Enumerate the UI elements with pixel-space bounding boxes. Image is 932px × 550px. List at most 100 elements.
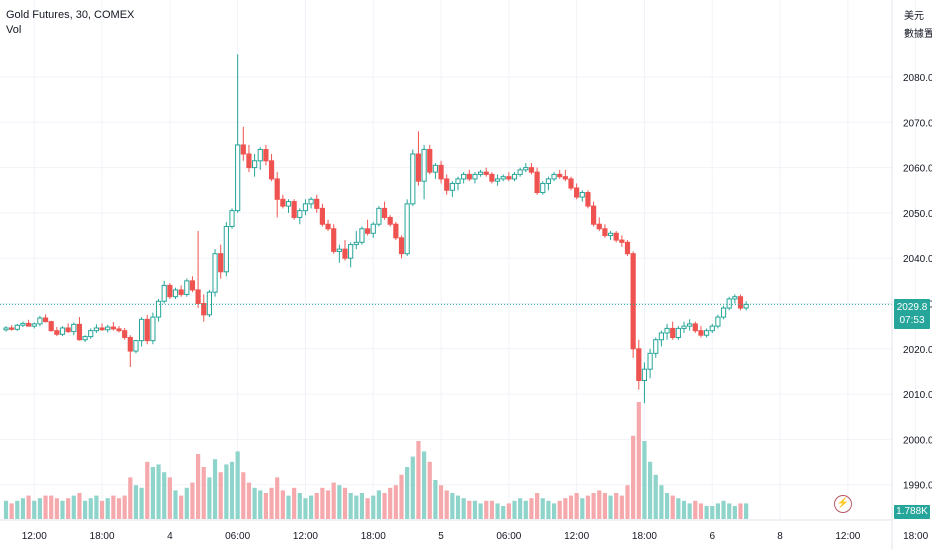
- volume-bar: [738, 503, 743, 519]
- candle-body: [478, 171, 484, 175]
- candle-body: [551, 173, 557, 180]
- candle-body: [297, 210, 303, 218]
- currency-label: 美元: [904, 11, 924, 22]
- candle-body: [274, 178, 280, 200]
- candle-body: [150, 316, 156, 342]
- candle-body: [285, 201, 292, 207]
- volume-bar: [614, 493, 619, 519]
- candle-body: [410, 153, 416, 205]
- lightning-icon[interactable]: ⚡: [834, 495, 852, 513]
- candle-body: [331, 228, 337, 252]
- candle-body: [14, 324, 20, 330]
- candle-body: [218, 253, 224, 273]
- volume-bar: [535, 493, 540, 519]
- price-tick-label: 2020.0: [903, 345, 932, 356]
- time-axis[interactable]: 12:00 18:00 4 06:00 12:00 18:00 5 06:00 12:00 18:…: [0, 519, 929, 542]
- candle-body: [353, 241, 359, 246]
- candle-body: [20, 322, 26, 326]
- symbol-title[interactable]: Gold Futures, 30, COMEX: [6, 9, 135, 21]
- volume-bar: [359, 493, 365, 519]
- candle-body: [427, 148, 433, 173]
- volume-bar: [546, 500, 551, 519]
- candle-body: [139, 318, 145, 342]
- volume-bar: [133, 485, 139, 519]
- volume-bar: [444, 490, 449, 519]
- time-tick-label: 18:00: [903, 531, 928, 542]
- candle-body: [93, 327, 100, 332]
- candle-body: [585, 192, 591, 207]
- price-tick-label: 2080.0: [903, 73, 932, 84]
- volume-bar: [744, 503, 749, 519]
- candle-body: [653, 339, 659, 354]
- candle-body: [387, 216, 393, 225]
- volume-bar: [388, 487, 393, 519]
- candle-body: [511, 173, 518, 180]
- price-tick-label: 2070.0: [903, 118, 932, 129]
- volume-bar: [399, 474, 404, 519]
- candle-body: [562, 176, 568, 180]
- candle-body: [133, 340, 139, 352]
- candle-body: [568, 178, 574, 189]
- volume-bar: [472, 500, 478, 519]
- volume-bar: [122, 495, 127, 519]
- volume-bar: [382, 493, 387, 519]
- candle-body: [461, 173, 467, 180]
- volume-bar: [693, 500, 698, 519]
- volume-bar: [20, 498, 26, 519]
- volume-bar: [173, 490, 178, 519]
- price-tick-label: 2000.0: [903, 435, 932, 446]
- candle-body: [314, 198, 320, 209]
- volume-bar: [88, 498, 93, 519]
- candle-body: [235, 144, 241, 212]
- candle-body: [472, 173, 478, 180]
- volume-bar: [331, 482, 336, 519]
- candle-body: [658, 332, 664, 341]
- candle-body: [155, 300, 162, 318]
- volume-bar: [405, 467, 410, 519]
- candle-body: [252, 160, 258, 169]
- volume-bar: [467, 500, 472, 519]
- volume-bar: [568, 495, 574, 519]
- candle-body: [370, 223, 376, 234]
- time-tick-label: 12:00: [293, 531, 318, 542]
- volume-bar: [410, 456, 415, 519]
- candle-body: [376, 207, 382, 225]
- volume-label[interactable]: Vol: [6, 24, 22, 36]
- candle-body: [670, 327, 676, 338]
- candle-body: [302, 203, 309, 212]
- volume-bar: [246, 482, 252, 519]
- volume-bar: [433, 480, 438, 519]
- volume-bar: [602, 493, 607, 519]
- volume-bar: [337, 485, 342, 519]
- price-tick-label: 2050.0: [903, 209, 932, 220]
- candle-body: [105, 326, 111, 331]
- candle-body: [534, 171, 540, 194]
- candle-body: [76, 323, 83, 341]
- candle-body: [48, 321, 54, 332]
- price-axis[interactable]: 2080.02070.02060.02050.02040.02030.02020…: [891, 0, 932, 550]
- candle-body: [506, 176, 512, 180]
- volume-bar: [484, 500, 489, 519]
- candle-body: [449, 182, 455, 191]
- candle-body: [432, 164, 438, 173]
- volume-bar: [229, 461, 235, 519]
- candle-body: [687, 323, 693, 327]
- volume-bar: [94, 495, 99, 519]
- candle-body: [500, 176, 506, 180]
- currency-panel: 美元 數據置白: [904, 8, 932, 44]
- candle-body: [523, 167, 529, 171]
- volume-bar: [489, 500, 494, 519]
- candle-body: [709, 325, 715, 332]
- candle-body: [178, 289, 184, 295]
- volume-bar: [348, 493, 353, 519]
- volume-bar: [275, 477, 280, 519]
- time-tick-label: 18:00: [361, 531, 386, 542]
- candle-body: [116, 328, 122, 332]
- volume-bar: [43, 495, 48, 519]
- candle-body: [65, 327, 71, 333]
- volume-bar: [3, 500, 9, 519]
- price-tick-label: 2060.0: [903, 164, 932, 175]
- volume-bar: [111, 495, 116, 519]
- candle-body: [647, 352, 653, 370]
